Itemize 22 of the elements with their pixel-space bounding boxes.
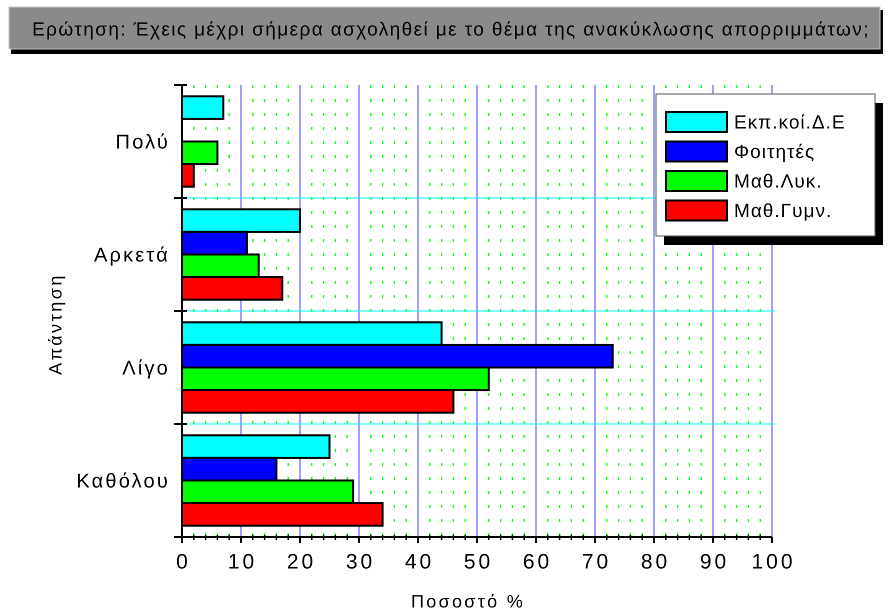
x-tick-label: 50 xyxy=(464,550,494,574)
legend-label: Μαθ.Λυκ. xyxy=(734,172,823,193)
legend-label: Μαθ.Γυμν. xyxy=(734,201,832,222)
legend-label: Εκπ.κοί.Δ.Ε xyxy=(734,112,846,134)
x-tick-label: 30 xyxy=(346,550,376,574)
x-tick-label: 20 xyxy=(286,550,316,574)
x-tick-label: 70 xyxy=(582,550,612,574)
y-tick-label: Λίγο xyxy=(122,358,170,380)
x-tick-label: 10 xyxy=(228,550,258,574)
y-axis-title: Απάντηση xyxy=(45,273,66,375)
x-tick-label: 0 xyxy=(176,550,191,574)
y-tick-label: Πολύ xyxy=(116,132,170,154)
x-tick-label: 60 xyxy=(522,550,552,574)
x-axis-title: Ποσοστό % xyxy=(410,591,526,612)
x-tick-label: 40 xyxy=(404,550,434,574)
x-tick-label: 80 xyxy=(640,550,670,574)
chart-title: Ερώτηση: Έχεις μέχρι σήμερα ασχοληθεί με το θέμα της ανακύκλωσης απορριμμάτων; xyxy=(32,20,870,41)
x-tick-label: 100 xyxy=(751,550,796,574)
y-tick-label: Καθόλου xyxy=(76,470,170,492)
x-tick-label: 90 xyxy=(700,550,730,574)
legend-label: Φοιτητές xyxy=(734,142,816,164)
y-tick-label: Αρκετά xyxy=(94,244,170,266)
